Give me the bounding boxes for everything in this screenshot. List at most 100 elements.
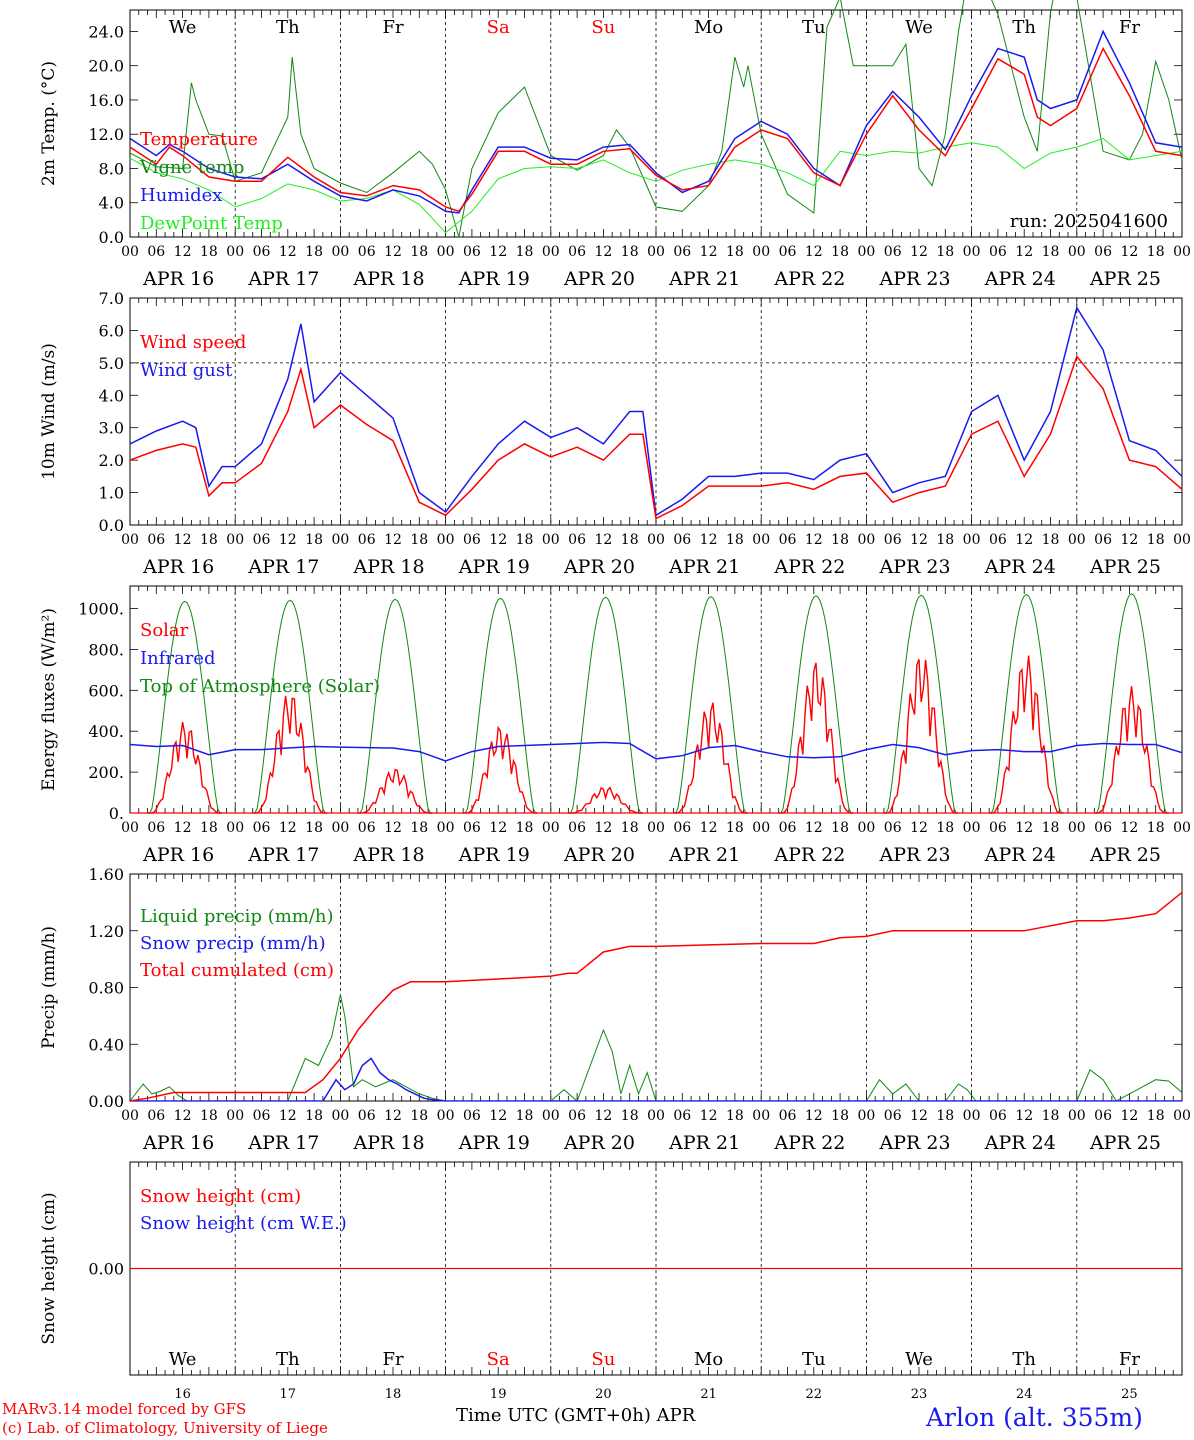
hour-tick-label: 06 — [779, 532, 797, 548]
legend-infrared: Infrared — [140, 648, 215, 669]
hour-tick-label: 00 — [857, 820, 875, 836]
y-axis-label: Precip (mm/h) — [39, 926, 59, 1049]
hour-tick-label: 00 — [963, 244, 981, 260]
hour-tick-label: 06 — [463, 820, 481, 836]
hour-tick-label: 18 — [1147, 244, 1165, 260]
day-name-top: We — [905, 17, 933, 38]
hour-tick-label: 12 — [594, 1108, 612, 1124]
y-tick-label: 1.20 — [88, 922, 124, 941]
hour-tick-label: 18 — [621, 532, 639, 548]
hour-tick-label: 12 — [384, 1108, 402, 1124]
hour-tick-label: 06 — [463, 532, 481, 548]
legend-humidex: Humidex — [140, 185, 222, 206]
hour-tick-label: 06 — [779, 244, 797, 260]
series-toa-solar — [147, 593, 1169, 814]
hour-tick-label: 12 — [489, 532, 507, 548]
hour-tick-label: 00 — [331, 820, 349, 836]
hour-tick-label: 00 — [121, 1108, 139, 1124]
day-name-bottom: Tu — [802, 1349, 826, 1370]
hour-tick-label: 12 — [1015, 532, 1033, 548]
hour-tick-label: 12 — [1015, 820, 1033, 836]
hour-tick-label: 00 — [437, 244, 455, 260]
hour-tick-label: 12 — [1120, 532, 1138, 548]
date-label: APR 22 — [773, 844, 845, 866]
hour-tick-label: 12 — [1120, 820, 1138, 836]
panel-temp — [129, 0, 1183, 238]
day-name-top: Th — [1012, 17, 1036, 38]
y-tick-label: 0.0 — [99, 516, 124, 535]
hour-tick-label: 18 — [1147, 532, 1165, 548]
day-number: 24 — [1016, 1387, 1033, 1402]
day-name-bottom: We — [169, 1349, 197, 1370]
hour-tick-label: 12 — [174, 820, 192, 836]
y-tick-label: 24.0 — [88, 22, 124, 41]
hour-tick-label: 06 — [884, 1108, 902, 1124]
hour-tick-label: 18 — [1147, 820, 1165, 836]
y-tick-label: 0.80 — [88, 979, 124, 998]
hour-tick-label: 00 — [226, 820, 244, 836]
hour-tick-label: 18 — [305, 532, 323, 548]
hour-tick-label: 18 — [621, 1108, 639, 1124]
legend-top-of-atmosphere-solar-: Top of Atmosphere (Solar) — [140, 676, 380, 697]
hour-tick-label: 12 — [594, 244, 612, 260]
hour-tick-label: 00 — [331, 532, 349, 548]
hour-tick-label: 00 — [1068, 820, 1086, 836]
date-label: APR 20 — [563, 1132, 635, 1154]
legend-snow-height-cm-w-e-: Snow height (cm W.E.) — [140, 1213, 347, 1234]
hour-tick-label: 12 — [700, 820, 718, 836]
hour-tick-label: 12 — [174, 244, 192, 260]
day-name-bottom: Su — [591, 1349, 615, 1370]
hour-tick-label: 18 — [726, 244, 744, 260]
y-tick-label: 6.0 — [99, 321, 124, 340]
run-label: run: 2025041600 — [1010, 211, 1168, 232]
panel-snow — [129, 1161, 1183, 1376]
hour-tick-label: 06 — [884, 244, 902, 260]
hour-tick-label: 18 — [831, 532, 849, 548]
y-tick-label: 800. — [88, 640, 124, 659]
day-name-top: Fr — [382, 17, 403, 38]
day-name-top: Su — [591, 17, 615, 38]
hour-tick-label: 12 — [279, 1108, 297, 1124]
hour-tick-label: 06 — [358, 532, 376, 548]
y-tick-label: 7.0 — [99, 289, 124, 308]
hour-tick-label: 00 — [1068, 532, 1086, 548]
series-dewpoint-temp — [130, 139, 1182, 233]
y-tick-label: 0. — [109, 804, 124, 823]
hour-tick-label: 12 — [1120, 244, 1138, 260]
day-number: 25 — [1121, 1387, 1138, 1402]
y-tick-label: 1.0 — [99, 484, 124, 503]
series-solar — [147, 655, 1169, 814]
date-label: APR 20 — [563, 844, 635, 866]
hour-tick-label: 00 — [121, 820, 139, 836]
hour-tick-label: 18 — [936, 820, 954, 836]
day-number: 18 — [385, 1387, 402, 1402]
day-name-top: Th — [276, 17, 300, 38]
hour-tick-label: 18 — [516, 532, 534, 548]
hour-tick-label: 06 — [673, 244, 691, 260]
y-tick-label: 0.40 — [88, 1035, 124, 1054]
hour-tick-label: 06 — [884, 820, 902, 836]
hour-tick-label: 18 — [936, 244, 954, 260]
day-name-top: Fr — [1119, 17, 1140, 38]
y-tick-label: 16.0 — [88, 91, 124, 110]
y-tick-label: 600. — [88, 681, 124, 700]
day-name-bottom: Th — [1012, 1349, 1036, 1370]
date-label: APR 24 — [984, 844, 1056, 866]
date-label: APR 17 — [247, 844, 319, 866]
hour-tick-label: 00 — [121, 532, 139, 548]
date-label: APR 19 — [458, 268, 530, 290]
hour-tick-label: 18 — [410, 1108, 428, 1124]
hour-tick-label: 06 — [1094, 1108, 1112, 1124]
hour-tick-label: 00 — [1068, 1108, 1086, 1124]
legend-temperature: Temperature — [140, 129, 258, 150]
model-credit: MARv3.14 model forced by GFS (c) Lab. of… — [2, 1400, 328, 1438]
y-tick-label: 400. — [88, 722, 124, 741]
hour-tick-label: 06 — [463, 244, 481, 260]
series-humidex — [130, 31, 1182, 213]
date-label: APR 24 — [984, 1132, 1056, 1154]
hour-tick-label: 12 — [1015, 244, 1033, 260]
y-tick-label: 12.0 — [88, 125, 124, 144]
date-label: APR 18 — [353, 844, 425, 866]
hour-tick-label: 06 — [463, 1108, 481, 1124]
day-name-bottom: Fr — [1119, 1349, 1140, 1370]
